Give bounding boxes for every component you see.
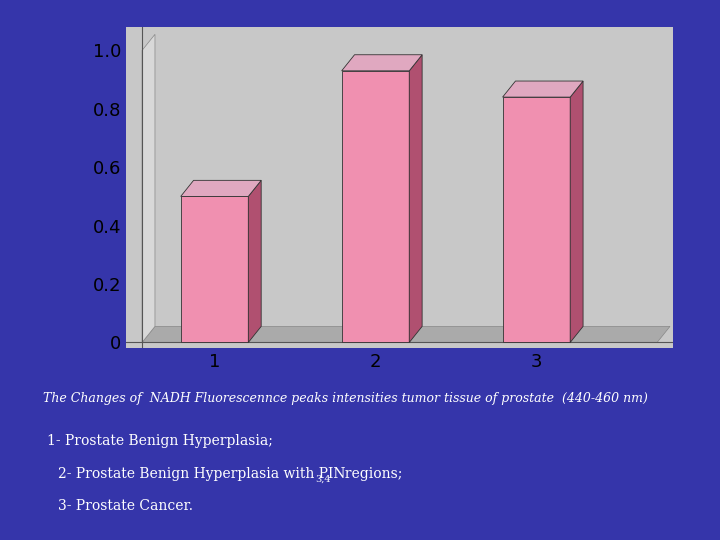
Text: 3- Prostate Cancer.: 3- Prostate Cancer. <box>58 500 193 514</box>
Text: regions;: regions; <box>336 467 402 481</box>
Polygon shape <box>570 81 583 342</box>
Polygon shape <box>248 180 261 342</box>
Text: 1- Prostate Benign Hyperplasia;: 1- Prostate Benign Hyperplasia; <box>47 435 273 449</box>
Polygon shape <box>181 180 261 197</box>
Polygon shape <box>181 197 248 342</box>
Polygon shape <box>342 55 422 71</box>
Polygon shape <box>342 71 409 342</box>
Polygon shape <box>142 35 155 342</box>
Polygon shape <box>503 81 583 97</box>
Text: The Changes of  NADH Fluorescennce peaks intensities tumor tissue of prostate  (: The Changes of NADH Fluorescennce peaks … <box>43 392 648 406</box>
Polygon shape <box>142 326 670 342</box>
Polygon shape <box>503 97 570 342</box>
Text: 2- Prostate Benign Hyperplasia with PIN: 2- Prostate Benign Hyperplasia with PIN <box>58 467 345 481</box>
Polygon shape <box>409 55 422 342</box>
Text: 3,4: 3,4 <box>315 475 331 484</box>
